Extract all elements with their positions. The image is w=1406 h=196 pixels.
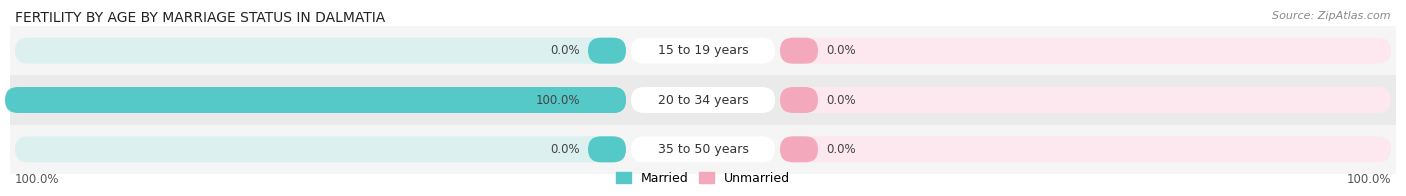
FancyBboxPatch shape [780,87,818,113]
FancyBboxPatch shape [588,38,626,64]
Text: 15 to 19 years: 15 to 19 years [658,44,748,57]
FancyBboxPatch shape [588,87,626,113]
Text: FERTILITY BY AGE BY MARRIAGE STATUS IN DALMATIA: FERTILITY BY AGE BY MARRIAGE STATUS IN D… [15,11,385,25]
FancyBboxPatch shape [780,136,1391,162]
Bar [10,26,1396,75]
Text: Source: ZipAtlas.com: Source: ZipAtlas.com [1272,11,1391,21]
FancyBboxPatch shape [631,136,775,162]
FancyBboxPatch shape [15,136,626,162]
Text: 0.0%: 0.0% [825,93,856,106]
Text: 0.0%: 0.0% [550,44,581,57]
FancyBboxPatch shape [780,38,1391,64]
Bar [10,75,1396,125]
FancyBboxPatch shape [631,38,775,64]
Text: 35 to 50 years: 35 to 50 years [658,143,748,156]
Text: 100.0%: 100.0% [1347,173,1391,186]
Text: 100.0%: 100.0% [15,173,59,186]
FancyBboxPatch shape [780,87,1391,113]
FancyBboxPatch shape [631,87,775,113]
Text: 0.0%: 0.0% [825,143,856,156]
Text: 100.0%: 100.0% [536,93,581,106]
Text: 0.0%: 0.0% [550,143,581,156]
Text: 0.0%: 0.0% [825,44,856,57]
FancyBboxPatch shape [6,87,626,113]
Legend: Married, Unmarried: Married, Unmarried [612,167,794,190]
FancyBboxPatch shape [780,38,818,64]
Text: 20 to 34 years: 20 to 34 years [658,93,748,106]
FancyBboxPatch shape [15,87,626,113]
Bar [10,125,1396,174]
FancyBboxPatch shape [780,136,818,162]
FancyBboxPatch shape [15,38,626,64]
FancyBboxPatch shape [588,136,626,162]
